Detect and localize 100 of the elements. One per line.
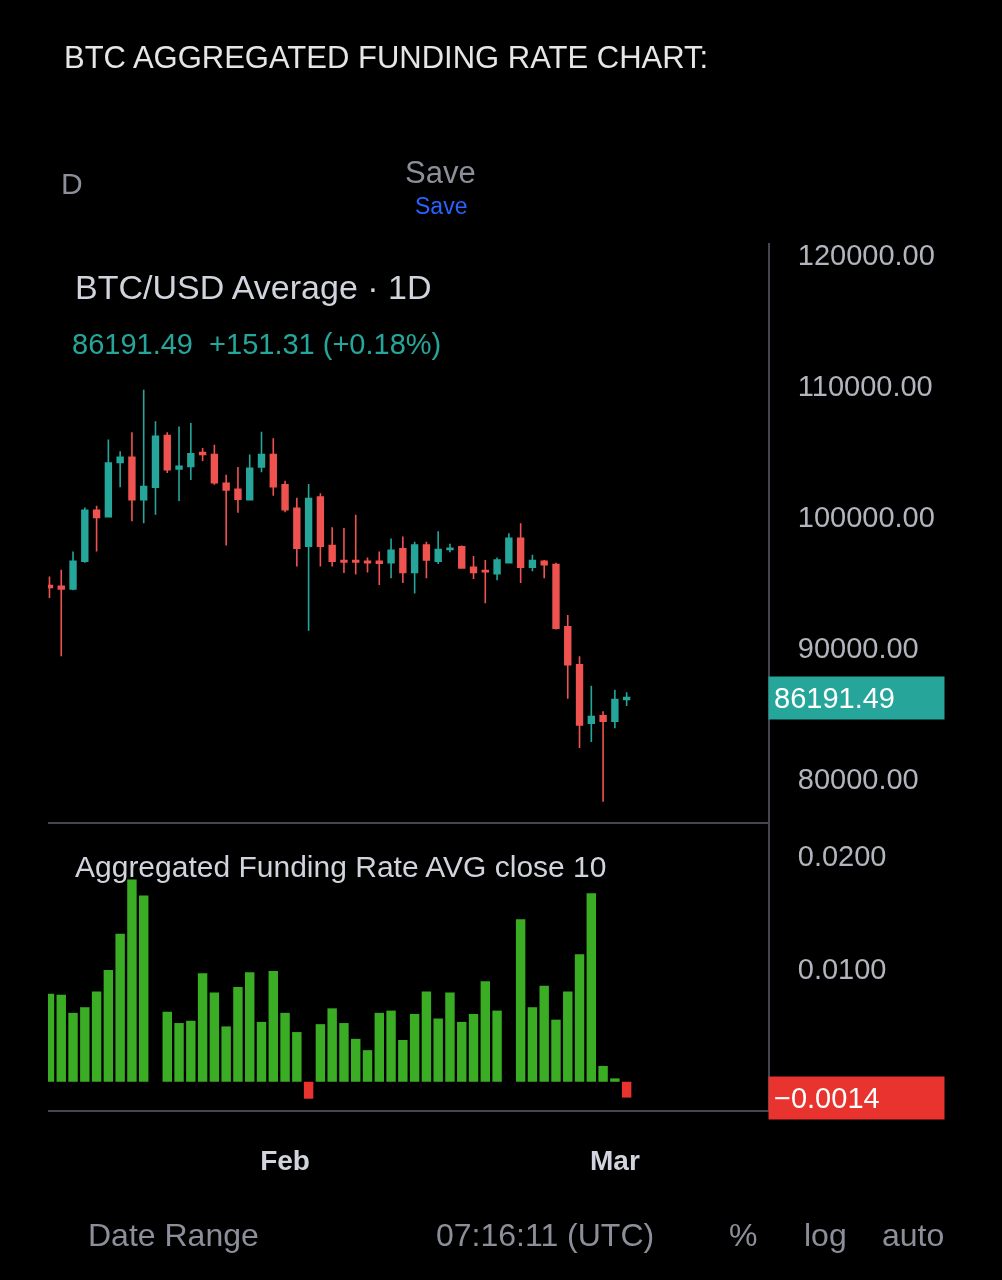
candlestick	[281, 479, 289, 513]
chart-title: BTC AGGREGATED FUNDING RATE CHART:	[64, 40, 709, 75]
candlestick	[375, 550, 383, 586]
bar	[91, 991, 102, 1082]
candlestick	[481, 559, 489, 605]
candlestick	[57, 569, 65, 658]
candlestick	[269, 437, 277, 497]
bar	[221, 1026, 231, 1082]
candlestick	[516, 522, 525, 584]
candlestick	[575, 655, 584, 749]
candlestick	[434, 530, 442, 565]
bar	[515, 919, 526, 1082]
bar	[409, 1014, 420, 1082]
y-tick-label: 100000.00	[797, 500, 935, 533]
candlestick	[493, 556, 501, 582]
bar	[433, 1018, 443, 1082]
bar	[103, 969, 114, 1082]
bar	[563, 991, 573, 1082]
candlestick	[552, 561, 560, 631]
candlestick	[328, 526, 336, 568]
candlestick	[81, 506, 89, 564]
bar	[162, 1011, 172, 1082]
y-tick-label: 0.0100	[797, 952, 887, 985]
candlestick	[151, 420, 160, 516]
bar	[339, 1023, 349, 1082]
candlestick	[352, 514, 360, 576]
text: −0.0014	[774, 1082, 880, 1114]
candlestick	[564, 614, 572, 700]
y-tick-label: 110000.00	[797, 369, 933, 402]
candlestick	[399, 535, 407, 584]
y-tick-label: 90000.00	[797, 631, 919, 664]
bar	[621, 1081, 632, 1098]
bar	[186, 1020, 196, 1082]
bar	[280, 1012, 290, 1082]
candlestick	[587, 684, 595, 743]
bar	[138, 895, 149, 1082]
candlestick	[104, 438, 113, 519]
text: D	[61, 167, 83, 200]
bar	[209, 992, 220, 1082]
text: Save	[415, 193, 468, 219]
bar	[492, 1010, 502, 1082]
bar	[539, 985, 549, 1082]
bar	[245, 972, 255, 1082]
candlestick	[599, 710, 607, 803]
candlestick	[528, 553, 537, 572]
candlestick	[446, 542, 454, 553]
text: 07:16:11 (UTC)	[436, 1217, 655, 1253]
bar	[174, 1023, 184, 1082]
candlestick	[210, 443, 219, 486]
candlestick	[410, 540, 419, 595]
candlestick	[422, 540, 431, 580]
candlestick	[140, 388, 148, 525]
bar	[421, 991, 432, 1082]
bar	[68, 1012, 78, 1082]
text: 86191.49	[774, 682, 895, 714]
candlestick	[340, 527, 348, 574]
candlestick	[234, 466, 242, 514]
bar	[80, 1007, 90, 1082]
bar	[233, 986, 243, 1082]
y-tick-label: 0.0200	[797, 840, 887, 873]
bar	[445, 992, 455, 1082]
bar	[586, 893, 597, 1082]
candlestick	[293, 496, 301, 568]
bar	[527, 1007, 538, 1082]
bar	[256, 1021, 267, 1082]
bar	[386, 1010, 396, 1082]
text: %	[729, 1217, 758, 1253]
candlestick	[469, 555, 478, 580]
candlestick	[316, 492, 325, 568]
candlestick	[246, 453, 254, 502]
text: auto	[882, 1217, 945, 1253]
bar	[468, 1014, 479, 1082]
candlestick	[458, 544, 466, 570]
bar	[115, 933, 125, 1082]
y-tick-label: 120000.00	[797, 238, 935, 271]
bar	[551, 1019, 561, 1082]
bar	[374, 1012, 384, 1082]
annotation: 86191.49 +151.31 (+0.18%)	[72, 328, 442, 360]
candlestick	[69, 550, 77, 591]
candlestick	[304, 483, 313, 632]
text: Date Range	[88, 1217, 259, 1253]
text: BTC/USD Average · 1D	[75, 268, 432, 306]
bar	[268, 971, 278, 1082]
text: Save	[405, 155, 476, 190]
candlestick	[128, 431, 136, 523]
bar	[598, 1065, 608, 1082]
candlestick	[505, 532, 513, 565]
candlestick	[175, 425, 183, 502]
candlestick	[257, 430, 266, 474]
bar	[480, 981, 491, 1082]
bar	[362, 1050, 373, 1082]
bar	[351, 1038, 361, 1082]
candlestick	[222, 474, 230, 547]
bar	[327, 1008, 337, 1082]
bar	[315, 1024, 326, 1082]
x-tick-label: Feb	[260, 1144, 310, 1176]
bar	[610, 1078, 620, 1082]
bar	[574, 954, 585, 1082]
x-tick-label: Mar	[589, 1144, 640, 1176]
bar	[197, 973, 208, 1082]
